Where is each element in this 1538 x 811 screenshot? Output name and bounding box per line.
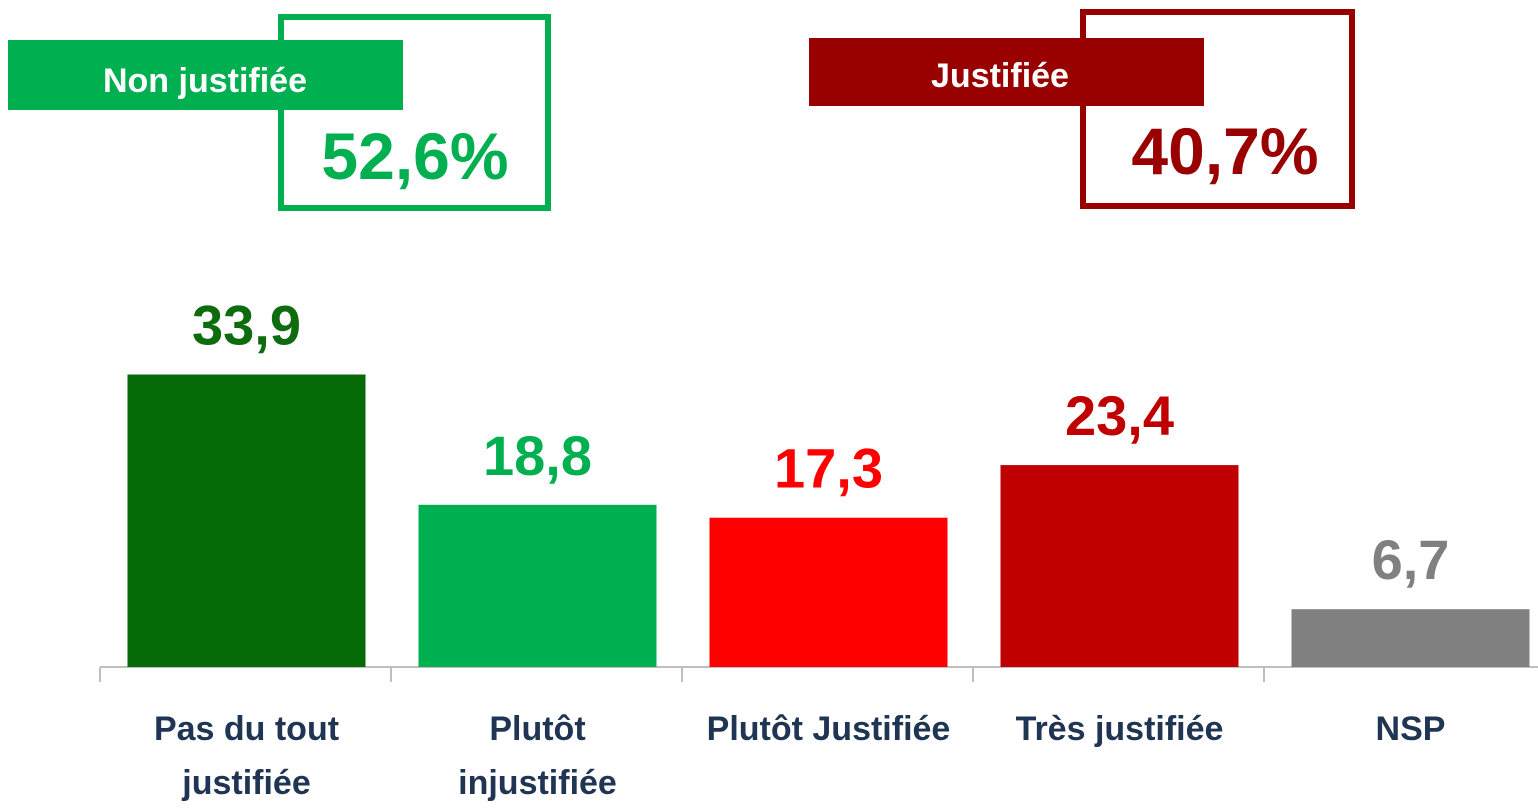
annotation-label: Justifiée — [931, 57, 1069, 95]
value-label: 6,7 — [1372, 528, 1450, 591]
value-label: 17,3 — [774, 437, 883, 500]
annotation-value: 40,7% — [1131, 114, 1318, 188]
value-label: 18,8 — [483, 424, 592, 487]
bar — [1000, 465, 1239, 667]
annotation-tag — [8, 40, 403, 110]
bar — [709, 517, 948, 667]
bar — [418, 504, 657, 667]
annotation-box — [1080, 9, 1355, 209]
x-tick-label: Plutôt Justifiée — [706, 710, 951, 748]
value-label: 33,9 — [192, 293, 301, 356]
x-tick-label: NSP — [1375, 710, 1446, 748]
annotation-box — [278, 14, 551, 211]
bar — [1291, 609, 1530, 667]
annotation-label: Non justifiée — [103, 62, 307, 100]
value-label: 23,4 — [1065, 384, 1174, 447]
bar — [127, 374, 366, 667]
x-tick-label: Plutôt injustifiée — [458, 710, 617, 802]
x-tick-label: Très justifiée — [1015, 710, 1224, 748]
annotation-value: 52,6% — [321, 119, 508, 193]
x-tick-label: Pas du tout justifiée — [153, 710, 340, 802]
annotation-tag — [809, 38, 1204, 106]
